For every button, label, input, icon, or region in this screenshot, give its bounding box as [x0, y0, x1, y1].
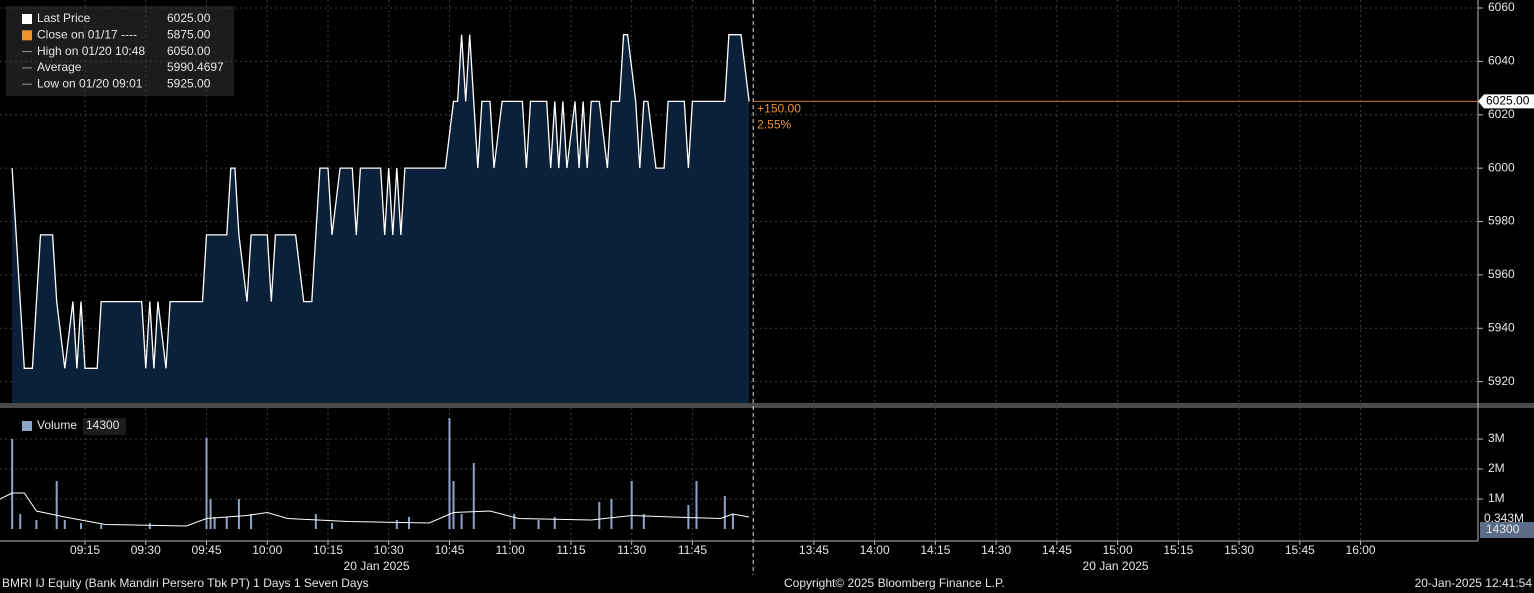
y-tick-label: 6020	[1488, 107, 1515, 121]
legend-label: Close on 01/17 ----	[37, 27, 137, 41]
y-tick-label: 6040	[1488, 54, 1515, 68]
legend-swatch	[22, 30, 32, 41]
volume-bar	[148, 523, 151, 530]
volume-bar	[209, 499, 212, 530]
legend-swatch	[22, 421, 32, 431]
volume-bar	[11, 439, 14, 530]
legend-value: 6025.00	[167, 11, 211, 25]
x-tick-label: 11:15	[556, 543, 585, 557]
legend-label: High on 01/20 10:48	[37, 44, 145, 58]
volume-bar	[79, 523, 82, 530]
last-price-label: 6025.00	[1486, 94, 1530, 108]
volume-bar	[553, 517, 556, 530]
legend-box	[6, 6, 234, 96]
volume-bar	[448, 418, 451, 530]
y-tick-label: 5960	[1488, 267, 1515, 281]
volume-bar	[731, 514, 734, 530]
volume-tag-label: 14300	[1486, 522, 1520, 536]
volume-bar	[695, 481, 698, 530]
y-tick-label: 2M	[1488, 461, 1505, 475]
y-tick-label: 5920	[1488, 374, 1515, 388]
x-tick-label: 15:00	[1103, 543, 1133, 557]
y-tick-label: 5940	[1488, 320, 1515, 334]
y-tick-label: 6000	[1488, 160, 1515, 174]
volume-bar	[630, 481, 633, 530]
date-label: 20 Jan 2025	[344, 559, 410, 573]
volume-bar	[460, 514, 463, 530]
legend-label: Volume	[37, 418, 77, 432]
price-line	[11, 34, 750, 369]
date-label: 20 Jan 2025	[1083, 559, 1149, 573]
x-tick-label: 11:00	[496, 543, 525, 557]
volume-bar	[237, 499, 240, 530]
x-tick-label: 09:45	[191, 543, 221, 557]
x-tick-label: 13:45	[799, 543, 829, 557]
footer-center: Copyright© 2025 Bloomberg Finance L.P.	[784, 576, 1005, 590]
volume-bar	[213, 517, 216, 530]
volume-bar	[642, 514, 645, 530]
legend-swatch	[22, 14, 32, 24]
volume-bar	[513, 514, 516, 530]
volume-bar	[598, 502, 601, 530]
change-annotation: +150.00	[757, 102, 801, 116]
footer-left: BMRI IJ Equity (Bank Mandiri Persero Tbk…	[2, 576, 369, 590]
volume-bar	[19, 514, 22, 530]
volume-bar	[35, 520, 38, 530]
legend-value: 5990.4697	[167, 60, 224, 74]
volume-bar	[63, 520, 66, 530]
price-area	[12, 34, 750, 403]
volume-bar	[472, 463, 475, 530]
x-tick-label: 10:30	[374, 543, 404, 557]
legend-value: 5925.00	[167, 76, 211, 90]
change-annotation: 2.55%	[757, 118, 791, 132]
volume-bar	[250, 514, 253, 530]
x-tick-label: 10:45	[434, 543, 464, 557]
volume-bar	[100, 524, 103, 530]
legend-value: 5875.00	[167, 27, 211, 41]
x-tick-label: 14:00	[860, 543, 890, 557]
x-tick-label: 10:15	[313, 543, 343, 557]
y-tick-label: 3M	[1488, 431, 1505, 445]
volume-bar	[610, 499, 613, 530]
legend-label: Low on 01/20 09:01	[37, 76, 143, 90]
last-price-tag	[1478, 94, 1534, 109]
legend-value-box	[83, 418, 126, 435]
legend-label: Last Price	[37, 11, 91, 25]
x-tick-label: 10:00	[252, 543, 282, 557]
y-tick-label: 1M	[1488, 491, 1505, 505]
x-tick-label: 14:15	[920, 543, 950, 557]
volume-bar	[205, 437, 208, 530]
x-tick-label: 15:45	[1285, 543, 1315, 557]
x-tick-label: 11:30	[617, 543, 646, 557]
volume-last-label: 0.343M	[1484, 511, 1524, 525]
x-tick-label: 15:15	[1163, 543, 1193, 557]
volume-bar	[452, 481, 455, 530]
y-tick-label: 6060	[1488, 0, 1515, 14]
volume-bar	[225, 517, 228, 530]
x-tick-label: 09:15	[70, 543, 100, 557]
x-tick-label: 14:45	[1042, 543, 1072, 557]
panel-separator	[0, 403, 1534, 408]
volume-bar	[55, 481, 58, 530]
legend-value: 6050.00	[167, 44, 211, 58]
legend-value: 14300	[86, 418, 120, 432]
x-tick-label: 15:30	[1224, 543, 1254, 557]
x-tick-label: 14:30	[981, 543, 1011, 557]
volume-bar	[331, 523, 334, 530]
volume-bar	[314, 514, 317, 530]
volume-bar	[537, 520, 540, 530]
x-tick-label: 16:00	[1346, 543, 1376, 557]
x-tick-label: 09:30	[131, 543, 161, 557]
y-tick-label: 5980	[1488, 214, 1515, 228]
volume-bar	[395, 520, 398, 530]
volume-tag	[1480, 522, 1534, 538]
legend-label: Average	[37, 60, 82, 74]
volume-bar	[723, 496, 726, 530]
footer-right: 20-Jan-2025 12:41:54	[1415, 576, 1533, 590]
volume-average	[0, 492, 750, 527]
x-tick-label: 11:45	[678, 543, 707, 557]
